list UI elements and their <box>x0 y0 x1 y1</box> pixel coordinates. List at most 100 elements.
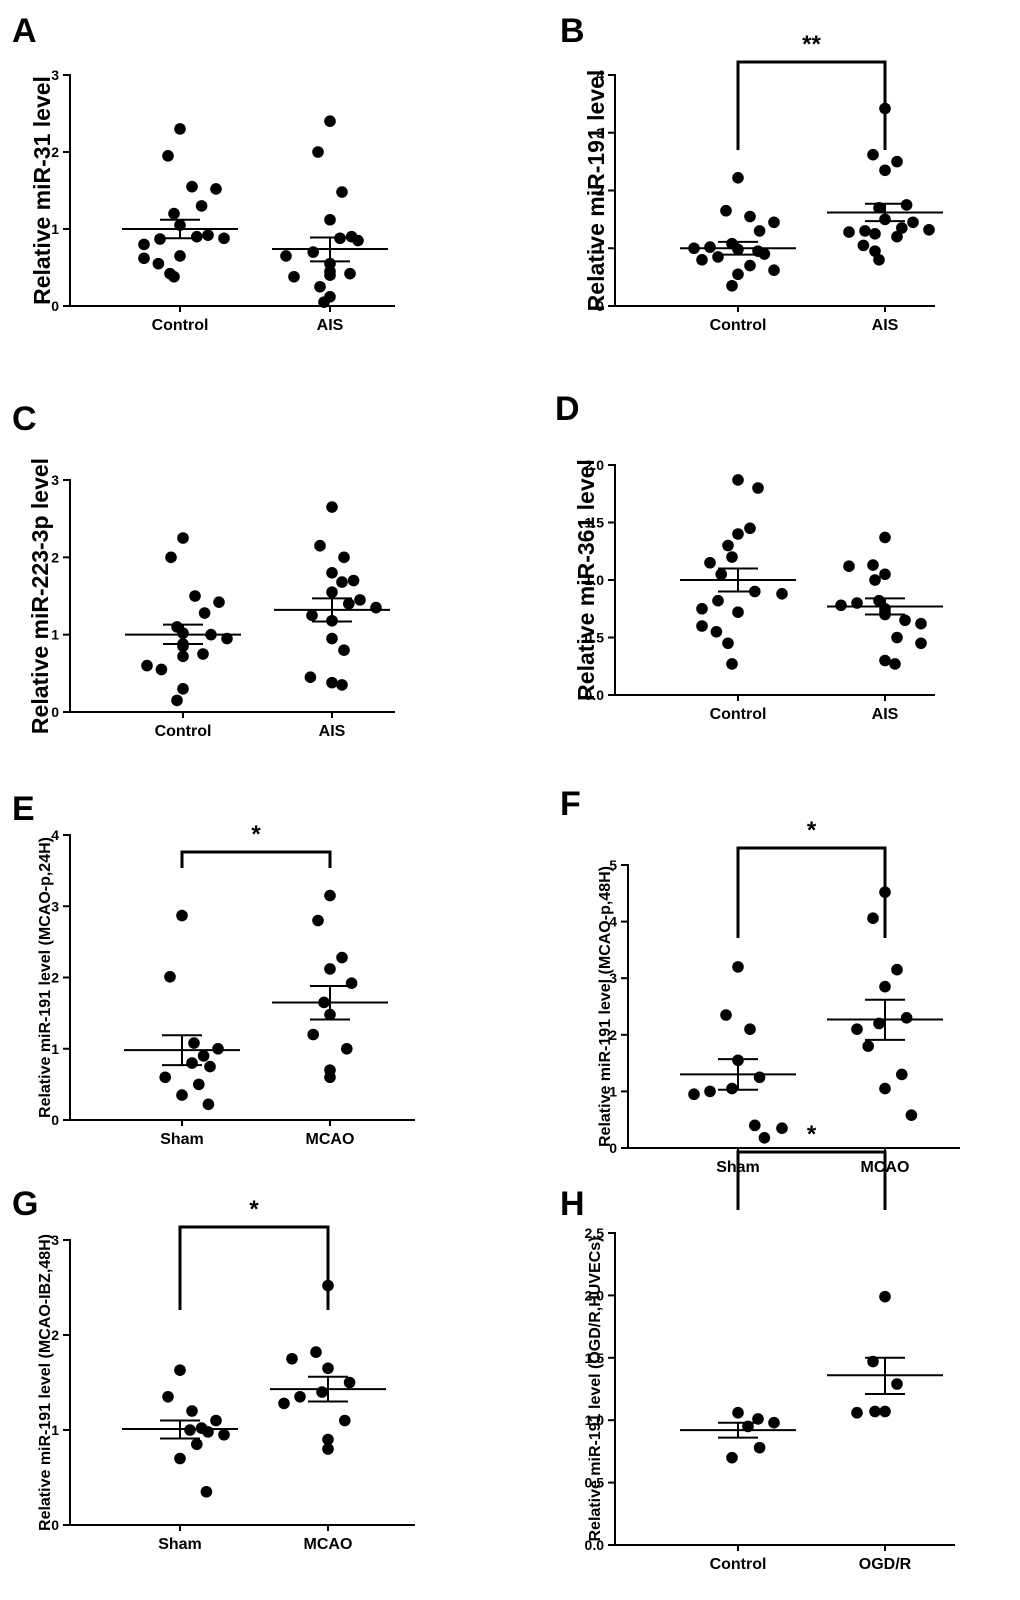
data-point <box>873 1017 885 1030</box>
data-point <box>869 1405 881 1418</box>
data-point <box>294 1390 306 1403</box>
y-tick-label: 2 <box>596 183 604 199</box>
data-point <box>758 248 771 260</box>
data-point <box>896 222 908 234</box>
panel-letter: E <box>12 790 35 828</box>
data-point <box>186 1057 198 1069</box>
data-point <box>168 207 180 220</box>
data-point <box>867 148 879 161</box>
data-point <box>869 228 881 240</box>
y-tick-label: 1 <box>609 1083 617 1099</box>
data-point <box>336 186 348 198</box>
data-point <box>304 671 317 683</box>
y-tick-label: 1 <box>51 1041 59 1057</box>
y-axis-label: Relative miR-191 level (OGD/R,HUVECs) <box>587 1237 604 1542</box>
data-point <box>726 658 738 670</box>
data-point <box>189 590 201 602</box>
significance-marker: * <box>807 817 817 844</box>
data-point <box>869 574 881 586</box>
data-point <box>891 230 903 243</box>
data-point <box>174 123 186 135</box>
data-point <box>162 1390 174 1403</box>
data-point <box>326 567 338 579</box>
data-point <box>744 210 756 223</box>
data-point <box>322 1362 334 1375</box>
data-point <box>343 597 355 610</box>
data-point <box>905 1109 918 1121</box>
data-point <box>732 606 744 618</box>
data-point <box>314 280 326 293</box>
significance-bracket <box>736 1150 887 1210</box>
data-point <box>726 551 738 563</box>
data-point <box>732 171 744 184</box>
data-point <box>879 568 891 581</box>
data-point <box>704 241 716 253</box>
data-point <box>776 1122 788 1134</box>
x-tick-label: AIS <box>317 317 344 334</box>
data-point <box>344 267 356 280</box>
data-point <box>851 1023 863 1035</box>
data-point <box>339 1414 351 1427</box>
data-point <box>218 1428 230 1441</box>
y-tick-label: 2 <box>51 549 59 565</box>
data-point <box>326 586 338 598</box>
data-point <box>343 1376 356 1389</box>
data-point <box>879 654 891 667</box>
data-point <box>177 532 189 544</box>
data-point <box>900 199 913 211</box>
data-point <box>204 1060 216 1073</box>
data-point <box>210 1414 222 1427</box>
x-tick-label: AIS <box>872 317 899 334</box>
data-point <box>352 234 364 247</box>
y-tick-label: 2.0 <box>585 457 605 473</box>
x-tick-label: Control <box>155 723 212 740</box>
x-tick-label: OGD/R <box>859 1556 912 1573</box>
data-point <box>857 239 870 252</box>
data-point <box>900 1012 913 1024</box>
data-point <box>726 1451 738 1464</box>
panel-letter: D <box>555 390 580 428</box>
data-point <box>326 676 338 689</box>
data-point <box>212 1042 224 1055</box>
significance-bracket <box>736 846 887 938</box>
y-tick-label: 1 <box>51 1422 59 1438</box>
data-point <box>174 1452 186 1465</box>
data-point <box>923 223 935 236</box>
data-point <box>891 155 903 168</box>
data-point <box>197 648 209 660</box>
data-point <box>174 1364 186 1376</box>
y-axis-label: Relative miR-223-3p level <box>27 458 53 734</box>
data-point <box>324 889 336 902</box>
data-point <box>843 226 855 238</box>
y-axis-label: Relative miR-191 level (MCAO-p,24H) <box>37 837 54 1118</box>
data-point <box>749 1119 761 1132</box>
data-point <box>202 1426 214 1438</box>
data-point <box>768 1416 780 1429</box>
data-point <box>326 632 338 645</box>
data-point <box>851 1406 863 1419</box>
data-point <box>726 1082 738 1095</box>
data-point <box>193 1078 205 1091</box>
data-point <box>862 1040 874 1052</box>
x-tick-label: MCAO <box>304 1536 353 1553</box>
y-tick-label: 5 <box>609 857 617 873</box>
data-point <box>278 1397 290 1410</box>
data-point <box>722 637 734 650</box>
data-point <box>152 257 165 270</box>
significance-marker: * <box>807 1121 817 1148</box>
y-tick-label: 4 <box>596 67 604 83</box>
data-point <box>712 594 724 607</box>
x-tick-label: Control <box>152 317 209 334</box>
data-point <box>336 951 348 964</box>
data-point <box>835 599 847 612</box>
data-point <box>322 1433 334 1446</box>
data-point <box>213 596 225 608</box>
data-point <box>869 245 881 257</box>
y-axis-label: Relative miR-191 level <box>583 70 609 312</box>
data-point <box>324 963 336 975</box>
data-point <box>322 1443 334 1455</box>
data-point <box>732 1406 744 1419</box>
